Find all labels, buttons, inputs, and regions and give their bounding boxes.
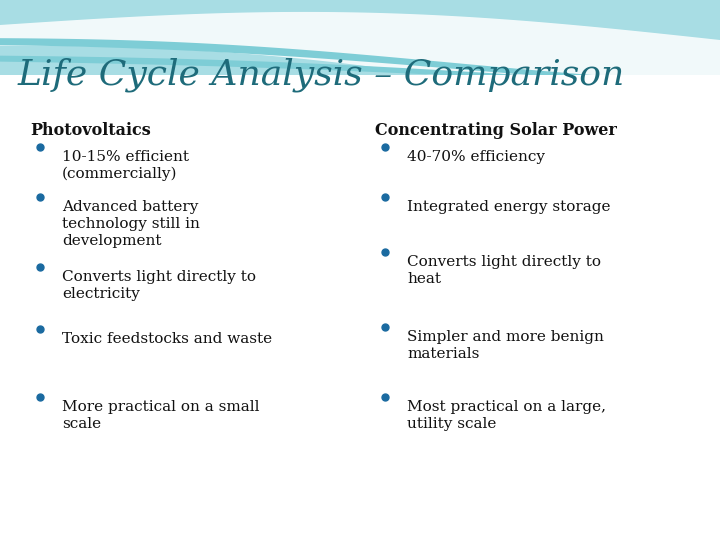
Text: Toxic feedstocks and waste: Toxic feedstocks and waste bbox=[62, 332, 272, 346]
Text: Concentrating Solar Power: Concentrating Solar Power bbox=[375, 122, 617, 139]
Text: Life Cycle Analysis – Comparison: Life Cycle Analysis – Comparison bbox=[18, 57, 625, 92]
Text: 40-70% efficiency: 40-70% efficiency bbox=[407, 150, 545, 164]
Text: 10-15% efficient
(commercially): 10-15% efficient (commercially) bbox=[62, 150, 189, 181]
Text: More practical on a small
scale: More practical on a small scale bbox=[62, 400, 259, 431]
Polygon shape bbox=[0, 38, 720, 89]
Text: Advanced battery
technology still in
development: Advanced battery technology still in dev… bbox=[62, 200, 200, 247]
Text: Converts light directly to
heat: Converts light directly to heat bbox=[407, 255, 601, 286]
Text: Simpler and more benign
materials: Simpler and more benign materials bbox=[407, 330, 604, 361]
Polygon shape bbox=[0, 12, 720, 117]
Polygon shape bbox=[0, 56, 720, 90]
Polygon shape bbox=[0, 0, 720, 172]
Text: Most practical on a large,
utility scale: Most practical on a large, utility scale bbox=[407, 400, 606, 431]
Text: Photovoltaics: Photovoltaics bbox=[30, 122, 150, 139]
Text: Integrated energy storage: Integrated energy storage bbox=[407, 200, 611, 214]
Text: Converts light directly to
electricity: Converts light directly to electricity bbox=[62, 270, 256, 301]
Polygon shape bbox=[0, 75, 720, 540]
